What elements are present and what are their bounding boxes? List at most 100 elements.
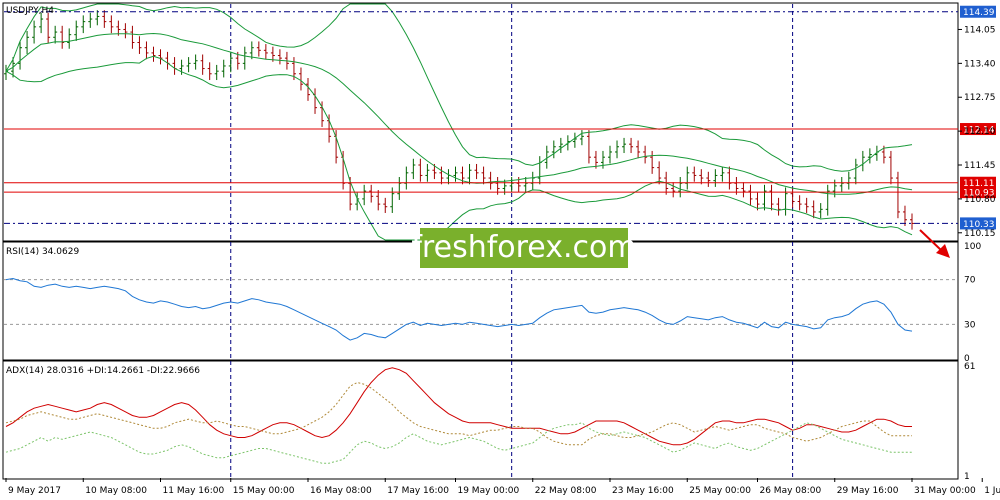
- price-bar: [256, 41, 261, 57]
- price-y-tick-label: 113.40: [964, 59, 996, 69]
- chart-title: USDJPY,H4: [6, 6, 54, 16]
- rsi-line: [5, 277, 913, 341]
- adx-layer: [5, 367, 912, 464]
- x-tick-label: 17 May 16:00: [387, 486, 449, 496]
- price-bar: [390, 187, 395, 213]
- price-bar: [151, 46, 156, 62]
- price-bar: [327, 114, 332, 143]
- price-bar: [629, 137, 634, 154]
- minus-di-line: [5, 381, 912, 446]
- price-bar: [221, 59, 226, 78]
- price-bar: [207, 62, 212, 81]
- rsi-y-tick-label: 70: [964, 276, 976, 286]
- price-bar: [460, 166, 465, 185]
- price-bar: [713, 169, 718, 187]
- price-bar: [523, 177, 528, 193]
- price-y-tick-label: 111.45: [964, 161, 996, 171]
- level-tag-label: 114.39: [963, 8, 995, 18]
- bollinger-bands-layer: [5, 3, 913, 241]
- price-bar: [530, 171, 535, 190]
- plus-di-line: [5, 422, 912, 464]
- price-bar: [622, 137, 627, 154]
- bollinger-lower-band: [5, 55, 913, 241]
- price-bar: [362, 184, 367, 206]
- price-bar: [81, 15, 86, 34]
- price-bar: [39, 12, 44, 34]
- price-bar: [804, 197, 809, 213]
- level-tag-label: 112.14: [963, 126, 995, 136]
- price-bar: [369, 184, 374, 203]
- price-bar: [776, 197, 781, 216]
- price-bar: [453, 166, 458, 182]
- price-y-tick-label: 110.15: [964, 229, 996, 239]
- price-bar: [320, 101, 325, 127]
- price-bar: [895, 171, 900, 219]
- price-bar: [593, 150, 598, 169]
- x-tick-label: 16 May 08:00: [310, 486, 372, 496]
- price-bar: [172, 57, 177, 75]
- level-tag-label: 110.93: [963, 189, 995, 199]
- price-bar: [277, 49, 282, 65]
- price-bar: [846, 171, 851, 190]
- x-tick-label: 23 May 16:00: [612, 486, 674, 496]
- price-bar: [910, 213, 914, 230]
- price-bar: [425, 163, 430, 182]
- price-bar: [706, 171, 711, 187]
- price-bar: [25, 31, 30, 54]
- forecast-arrow-icon: [919, 229, 950, 258]
- rsi-y-tick-label: 0: [964, 354, 970, 364]
- price-bar: [551, 140, 556, 159]
- price-bar: [825, 184, 830, 216]
- level-tag: [960, 217, 996, 230]
- price-bar: [165, 51, 170, 70]
- price-bar: [481, 166, 486, 185]
- price-bar: [692, 166, 697, 182]
- level-tag: [960, 123, 996, 136]
- price-bar: [537, 156, 542, 185]
- grid-layer: [230, 4, 794, 478]
- watermark: freshforex.com: [411, 228, 637, 268]
- x-tick-label: 10 May 08:00: [85, 486, 147, 496]
- x-tick-label: 29 May 16:00: [837, 486, 899, 496]
- price-bar: [811, 200, 816, 219]
- price-bar: [130, 25, 135, 49]
- price-bar: [586, 130, 591, 164]
- price-bar: [74, 20, 79, 41]
- price-bar: [657, 161, 662, 185]
- price-bar: [341, 150, 346, 190]
- level-tag: [960, 5, 996, 18]
- price-bar: [474, 163, 479, 180]
- price-bar: [60, 25, 65, 49]
- price-bar: [608, 145, 612, 164]
- price-y-tick-label: 112.10: [964, 127, 996, 137]
- price-bar: [720, 166, 725, 182]
- adx-y-tick-label: 61: [964, 362, 975, 372]
- price-bar: [144, 41, 149, 60]
- bollinger-middle-band: [5, 32, 913, 195]
- price-bar: [615, 140, 620, 159]
- price-y-tick-label: 114.05: [964, 25, 996, 35]
- price-bar: [790, 187, 795, 208]
- price-bar: [439, 166, 444, 185]
- price-bar: [797, 195, 802, 211]
- price-bar: [88, 12, 93, 28]
- price-y-tick-label: 110.80: [964, 195, 996, 205]
- price-bar: [685, 166, 690, 190]
- price-bar: [411, 158, 416, 180]
- price-bar: [214, 64, 219, 81]
- price-bar: [383, 197, 388, 213]
- rsi-y-tick-label: 30: [964, 320, 976, 330]
- x-tick-label: 25 May 00:00: [689, 486, 751, 496]
- level-tag-label: 110.33: [963, 220, 995, 230]
- price-bar: [818, 203, 823, 219]
- watermark-text: freshforex.com: [411, 230, 636, 265]
- x-tick-label: 26 May 08:00: [759, 486, 821, 496]
- price-bar: [397, 177, 402, 200]
- price-bar: [313, 88, 318, 114]
- x-tick-label: 9 May 2017: [8, 486, 61, 496]
- price-series-layer: [4, 10, 914, 230]
- price-bar: [418, 158, 423, 182]
- level-tag: [960, 186, 996, 199]
- x-tick-label: 22 May 08:00: [535, 486, 597, 496]
